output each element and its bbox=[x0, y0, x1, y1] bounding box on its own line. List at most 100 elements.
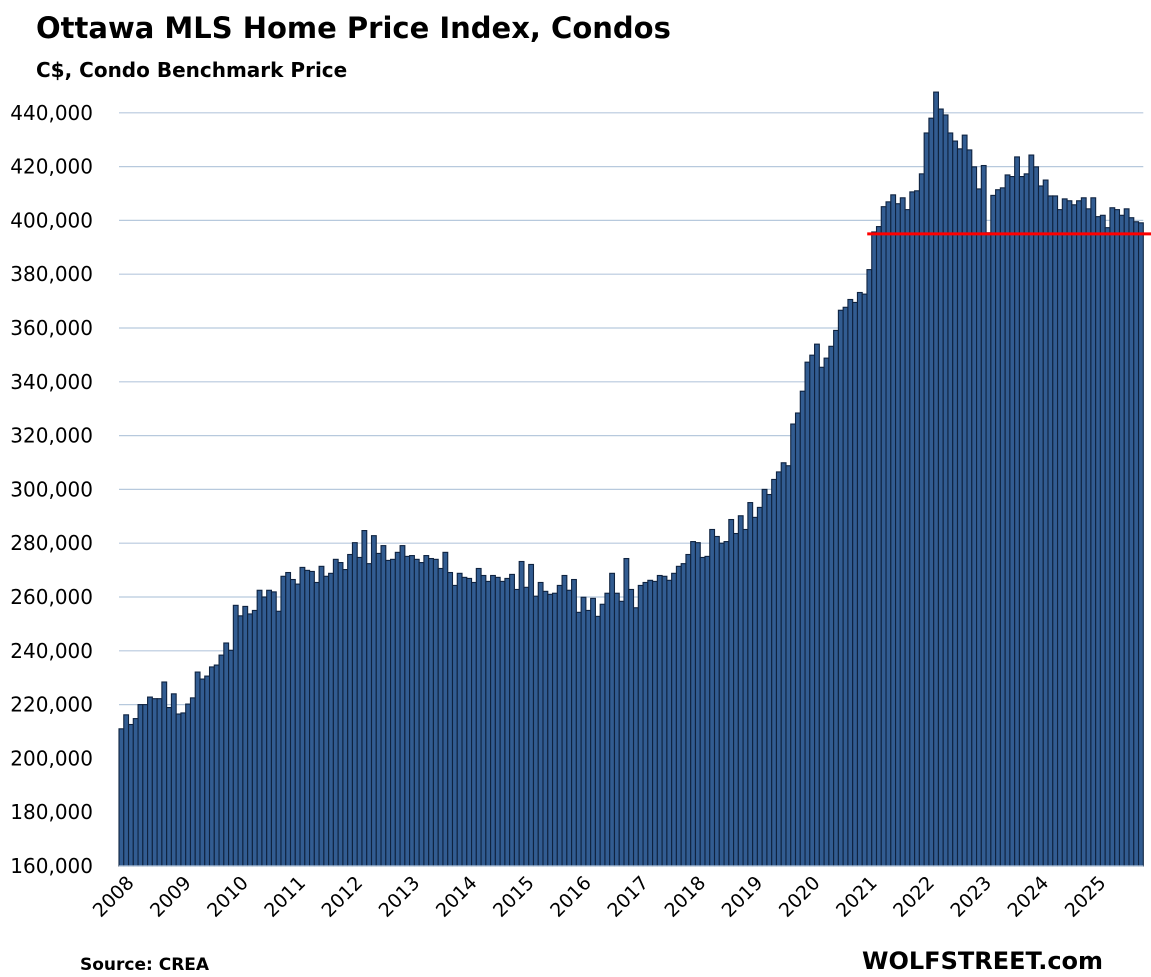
bar bbox=[270, 591, 277, 867]
x-tick-label: 2018 bbox=[660, 872, 710, 922]
bar bbox=[423, 555, 430, 867]
bar bbox=[1009, 176, 1016, 867]
bar bbox=[823, 357, 830, 867]
bar bbox=[899, 197, 906, 867]
bar bbox=[1066, 200, 1073, 867]
x-tick-label: 2022 bbox=[889, 872, 939, 922]
bar bbox=[933, 91, 939, 867]
bar bbox=[356, 556, 363, 867]
bar bbox=[232, 604, 239, 867]
bar bbox=[623, 557, 630, 867]
bar bbox=[904, 209, 911, 867]
bar bbox=[890, 194, 897, 867]
bar bbox=[1028, 154, 1035, 867]
bar bbox=[647, 579, 654, 867]
bar bbox=[147, 696, 153, 867]
bar bbox=[518, 560, 525, 867]
bar bbox=[799, 390, 806, 867]
bar bbox=[671, 572, 677, 867]
bar bbox=[780, 462, 787, 867]
bar bbox=[628, 588, 635, 867]
bar bbox=[966, 149, 973, 867]
bar bbox=[547, 593, 554, 867]
x-tick-label: 2010 bbox=[203, 872, 253, 922]
bar bbox=[299, 566, 306, 867]
bar bbox=[842, 306, 849, 867]
bar bbox=[166, 707, 172, 867]
bar bbox=[323, 575, 330, 867]
bar bbox=[875, 226, 882, 867]
x-tick-label: 2015 bbox=[489, 872, 539, 922]
y-tick-label: 220,000 bbox=[10, 693, 93, 717]
bar bbox=[180, 712, 187, 867]
bar bbox=[294, 583, 301, 867]
bar bbox=[218, 654, 225, 867]
x-tick-label: 2021 bbox=[832, 872, 882, 922]
bar bbox=[266, 589, 273, 867]
bar bbox=[208, 666, 215, 867]
x-tick-label: 2023 bbox=[946, 872, 996, 922]
bar bbox=[1090, 197, 1097, 867]
bar bbox=[409, 555, 415, 867]
x-axis-tick-labels: 2008 2009 2010 2011 2012 2013 2014 2015 2016 2017… bbox=[89, 872, 1111, 922]
bar bbox=[161, 681, 168, 867]
bar bbox=[1071, 204, 1078, 867]
y-tick-label: 300,000 bbox=[10, 477, 93, 501]
bar bbox=[461, 576, 468, 867]
x-tick-label: 2008 bbox=[89, 872, 139, 922]
bar bbox=[313, 581, 320, 867]
bar bbox=[509, 573, 515, 867]
bar bbox=[475, 567, 482, 867]
bar bbox=[999, 187, 1006, 867]
bar bbox=[713, 535, 720, 867]
bar bbox=[961, 134, 968, 867]
bar bbox=[428, 557, 434, 867]
bar bbox=[361, 530, 368, 867]
bar bbox=[733, 532, 739, 867]
y-tick-label: 320,000 bbox=[10, 424, 93, 448]
y-tick-label: 160,000 bbox=[10, 854, 93, 878]
bar bbox=[137, 704, 144, 867]
bar bbox=[837, 309, 844, 867]
bar bbox=[1080, 197, 1087, 867]
bar bbox=[828, 345, 835, 867]
bar bbox=[118, 728, 125, 867]
bar bbox=[909, 191, 916, 867]
y-tick-label: 340,000 bbox=[10, 370, 93, 394]
bar bbox=[847, 298, 854, 867]
bar bbox=[1114, 209, 1121, 867]
bar bbox=[661, 575, 668, 867]
bar bbox=[437, 567, 444, 867]
bar bbox=[470, 581, 477, 867]
bar bbox=[490, 574, 496, 867]
y-tick-label: 200,000 bbox=[10, 746, 93, 770]
bar bbox=[247, 613, 253, 867]
bar bbox=[151, 698, 158, 867]
bar bbox=[285, 571, 292, 867]
bar bbox=[947, 132, 954, 867]
bar bbox=[1076, 200, 1082, 867]
bar bbox=[818, 366, 825, 867]
bar bbox=[1037, 185, 1044, 867]
bar bbox=[256, 589, 263, 867]
x-tick-label: 2014 bbox=[432, 872, 482, 922]
bar bbox=[142, 704, 149, 867]
bar bbox=[761, 488, 768, 867]
bar bbox=[642, 581, 649, 867]
bar bbox=[375, 552, 382, 867]
bar bbox=[1018, 176, 1025, 867]
bar bbox=[971, 166, 978, 867]
bar bbox=[923, 132, 930, 867]
bar bbox=[699, 556, 706, 867]
bar bbox=[1128, 217, 1135, 867]
bar bbox=[685, 553, 692, 867]
bar bbox=[380, 545, 387, 867]
bar bbox=[156, 698, 163, 867]
bar bbox=[704, 555, 711, 867]
bar bbox=[861, 293, 868, 867]
bar bbox=[566, 589, 573, 867]
bar bbox=[1104, 227, 1111, 867]
bar bbox=[528, 563, 535, 867]
bar bbox=[399, 545, 406, 867]
